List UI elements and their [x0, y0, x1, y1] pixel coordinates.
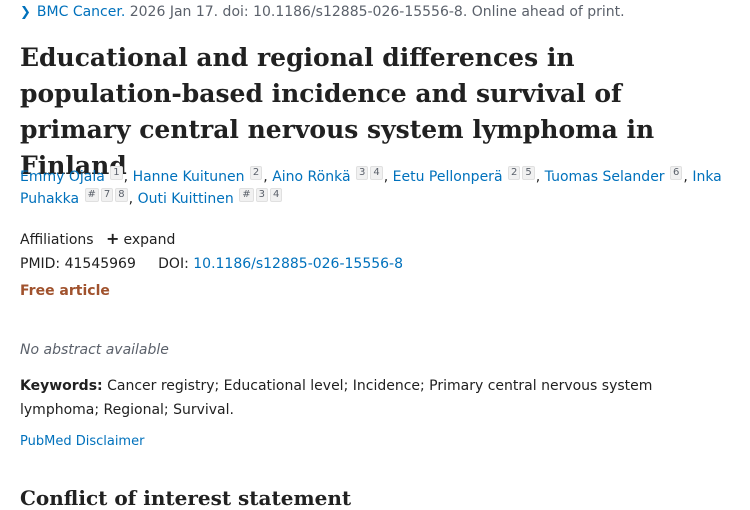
doi-label: DOI:	[158, 256, 189, 272]
author-link[interactable]: Inka Puhakka	[20, 169, 722, 207]
affiliation-ref[interactable]: 1	[110, 166, 123, 180]
author-separator: ,	[263, 169, 273, 185]
pmid-value: 41545969	[64, 256, 136, 272]
affiliation-ref[interactable]: 5	[522, 166, 535, 180]
keywords-section: Keywords: Cancer registry; Educational l…	[20, 374, 730, 422]
author-separator: ,	[683, 169, 693, 185]
plus-icon: +	[106, 229, 120, 248]
author-separator: ,	[535, 169, 545, 185]
conflict-of-interest-heading: Conflict of interest statement	[20, 486, 352, 510]
affiliation-ref[interactable]: 3	[355, 166, 369, 180]
authors-list: Emmy Ojala 1, Hanne Kuitunen 2, Aino Rön…	[20, 166, 730, 210]
expand-label: expand	[123, 232, 176, 248]
pubmed-disclaimer-link[interactable]: PubMed Disclaimer	[20, 434, 145, 449]
identifiers-row: PMID: 41545969 DOI: 10.1186/s12885-026-1…	[20, 256, 403, 272]
citation-text: 2026 Jan 17. doi: 10.1186/s12885-026-155…	[129, 4, 625, 20]
author-link[interactable]: Outi Kuittinen	[137, 191, 234, 207]
journal-citation-line: ❯ BMC Cancer. 2026 Jan 17. doi: 10.1186/s…	[20, 4, 625, 20]
author-separator: ,	[383, 169, 393, 185]
keywords-text: Cancer registry; Educational level; Inci…	[20, 378, 653, 418]
affiliation-ref[interactable]: 7	[100, 188, 114, 202]
author-link[interactable]: Hanne Kuitunen	[132, 169, 245, 185]
free-article-badge: Free article	[20, 283, 110, 299]
keywords-label: Keywords:	[20, 378, 103, 394]
affiliation-ref[interactable]: 4	[370, 166, 383, 180]
affiliation-ref[interactable]: 3	[255, 188, 268, 202]
article-title: Educational and regional differences in …	[20, 43, 655, 180]
affiliation-ref[interactable]: 8	[115, 188, 128, 202]
expand-affiliations-button[interactable]: + expand	[106, 229, 176, 248]
affiliation-ref[interactable]: 2	[249, 166, 263, 180]
affiliation-ref[interactable]: #	[239, 188, 254, 202]
affiliations-label: Affiliations	[20, 232, 94, 248]
affiliation-ref[interactable]: 2	[507, 166, 521, 180]
pmid-label: PMID:	[20, 256, 61, 272]
author-link[interactable]: Tuomas Selander	[544, 169, 665, 185]
author-link[interactable]: Aino Rönkä	[272, 169, 351, 185]
author-separator: ,	[123, 169, 133, 185]
author-link[interactable]: Emmy Ojala	[20, 169, 105, 185]
author-separator: ,	[128, 191, 138, 207]
affiliation-ref[interactable]: 4	[270, 188, 283, 202]
author-link[interactable]: Eetu Pellonperä	[392, 169, 503, 185]
affiliation-ref[interactable]: 6	[670, 166, 683, 180]
doi-link[interactable]: 10.1186/s12885-026-15556-8	[193, 256, 404, 272]
no-abstract-text: No abstract available	[20, 342, 169, 358]
chevron-right-icon[interactable]: ❯	[20, 5, 31, 20]
affiliations-row: Affiliations + expand	[20, 229, 175, 248]
affiliation-ref[interactable]: #	[84, 188, 99, 202]
journal-link[interactable]: BMC Cancer.	[36, 4, 126, 20]
